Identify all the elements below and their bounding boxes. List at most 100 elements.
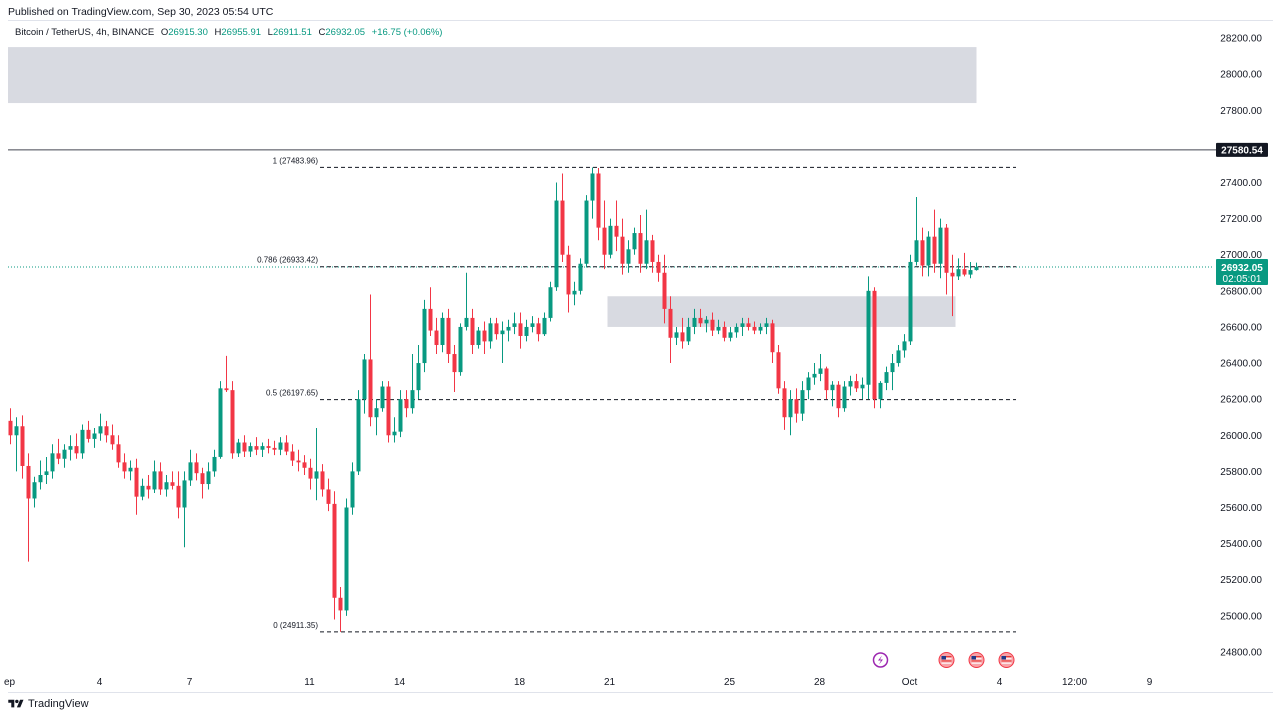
candle[interactable] [794, 388, 799, 423]
candle[interactable] [800, 381, 805, 421]
candle[interactable] [182, 471, 187, 548]
candle[interactable] [230, 381, 235, 459]
candle[interactable] [926, 231, 931, 277]
demand-zone[interactable] [607, 296, 956, 327]
candle[interactable] [692, 308, 697, 335]
candle[interactable] [86, 420, 91, 443]
candle[interactable] [530, 316, 535, 333]
candle[interactable] [290, 444, 295, 466]
candle[interactable] [602, 200, 607, 270]
candle[interactable] [278, 437, 283, 456]
candle[interactable] [164, 475, 169, 497]
candle[interactable] [662, 254, 667, 324]
candle[interactable] [632, 227, 637, 255]
candle[interactable] [650, 234, 655, 273]
candle[interactable] [338, 586, 343, 632]
candle[interactable] [950, 254, 955, 317]
candle[interactable] [296, 449, 301, 472]
candle[interactable] [908, 254, 913, 345]
candle[interactable] [818, 354, 823, 382]
candle[interactable] [896, 345, 901, 367]
candle[interactable] [374, 399, 379, 436]
candle[interactable] [890, 354, 895, 391]
candle[interactable] [932, 209, 937, 273]
candle[interactable] [350, 462, 355, 515]
candle[interactable] [380, 381, 385, 412]
candle[interactable] [836, 381, 841, 418]
candle[interactable] [242, 435, 247, 457]
candle[interactable] [770, 319, 775, 364]
candle[interactable] [788, 390, 793, 436]
candle[interactable] [218, 381, 223, 459]
candle[interactable] [476, 326, 481, 349]
candle[interactable] [566, 245, 571, 313]
candle[interactable] [506, 319, 511, 342]
candle[interactable] [284, 435, 289, 456]
candle[interactable] [938, 218, 943, 279]
candle[interactable] [458, 323, 463, 376]
candle[interactable] [428, 287, 433, 336]
candle[interactable] [746, 317, 751, 331]
candle[interactable] [44, 456, 49, 485]
candle[interactable] [656, 254, 661, 282]
candle[interactable] [962, 252, 967, 277]
candle[interactable] [620, 218, 625, 275]
candle[interactable] [14, 417, 19, 472]
candle[interactable] [500, 321, 505, 364]
candle[interactable] [158, 462, 163, 495]
candle[interactable] [344, 498, 349, 616]
candle[interactable] [740, 317, 745, 336]
candle[interactable] [140, 478, 145, 501]
candle[interactable] [446, 308, 451, 364]
candle[interactable] [8, 408, 13, 445]
candle[interactable] [680, 317, 685, 349]
candle[interactable] [464, 272, 469, 331]
candle[interactable] [536, 317, 541, 342]
candle[interactable] [956, 258, 961, 280]
candle[interactable] [434, 317, 439, 355]
candle[interactable] [32, 476, 37, 508]
candle[interactable] [212, 449, 217, 477]
candle[interactable] [494, 317, 499, 340]
candle[interactable] [884, 366, 889, 391]
candle[interactable] [176, 471, 181, 519]
candle[interactable] [596, 168, 601, 241]
candle[interactable] [38, 460, 43, 490]
candle[interactable] [560, 173, 565, 262]
candle[interactable] [20, 415, 25, 479]
candle[interactable] [326, 478, 331, 512]
candle[interactable] [524, 319, 529, 342]
candle[interactable] [782, 381, 787, 430]
candle[interactable] [812, 363, 817, 385]
candle[interactable] [116, 435, 121, 468]
candle[interactable] [170, 471, 175, 490]
candle[interactable] [902, 334, 907, 358]
candle[interactable] [512, 312, 517, 335]
candle[interactable] [308, 458, 313, 490]
candle[interactable] [806, 372, 811, 400]
candle[interactable] [482, 321, 487, 355]
candle[interactable] [590, 167, 595, 219]
candle[interactable] [410, 354, 415, 414]
candle[interactable] [752, 321, 757, 335]
candle[interactable] [422, 299, 427, 373]
candle[interactable] [362, 354, 367, 414]
candle[interactable] [200, 467, 205, 499]
candle[interactable] [584, 195, 589, 268]
candle[interactable] [944, 224, 949, 295]
candle[interactable] [134, 458, 139, 515]
candle[interactable] [578, 258, 583, 295]
candle[interactable] [152, 460, 157, 494]
candle[interactable] [386, 381, 391, 443]
candle[interactable] [644, 209, 649, 270]
candle[interactable] [608, 218, 613, 259]
candle[interactable] [440, 312, 445, 353]
candle[interactable] [704, 316, 709, 333]
candle[interactable] [614, 200, 619, 252]
candle[interactable] [50, 444, 55, 479]
candle[interactable] [968, 261, 973, 279]
candle[interactable] [554, 182, 559, 291]
candle[interactable] [368, 294, 373, 427]
candle[interactable] [68, 435, 73, 461]
flag-icon[interactable] [968, 652, 985, 668]
